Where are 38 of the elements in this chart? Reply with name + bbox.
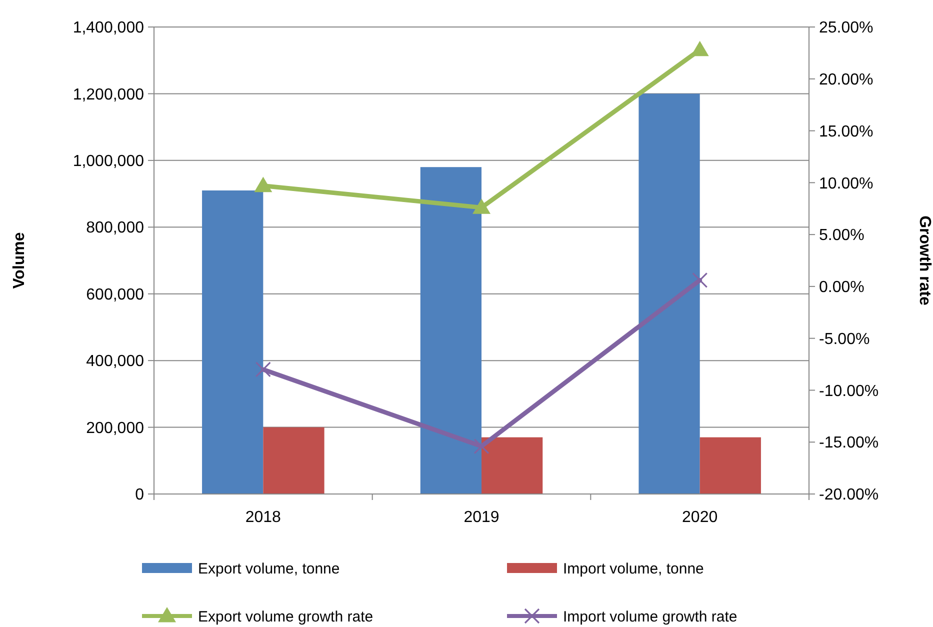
x-tick-label: 2018 (245, 509, 282, 526)
legend-label: Import volume, tonne (563, 560, 704, 578)
y-tick-label: 1,200,000 (72, 86, 144, 104)
point (692, 272, 708, 288)
y-tick-label: 1,400,000 (72, 20, 144, 37)
y2-tick-label: -5.00% (819, 330, 870, 348)
y2-tick-label: 0.00% (819, 279, 864, 296)
y2-axis-title: Growth rate (916, 216, 933, 306)
y-tick-label: 0 (135, 486, 144, 504)
bar (482, 437, 543, 494)
y2-tick-label: 20.00% (819, 71, 874, 88)
point (254, 176, 272, 192)
point (472, 198, 490, 214)
y2-tick-label: 5.00% (819, 227, 864, 244)
y2-tick-label: -15.00% (819, 434, 879, 452)
bar (420, 167, 482, 494)
y-tick-label: 400,000 (86, 353, 144, 370)
x-tick-label: 2020 (682, 509, 718, 526)
bar (202, 190, 264, 494)
legend-label: Export volume growth rate (198, 608, 374, 626)
bar (700, 437, 761, 494)
x-tick-label: 2019 (464, 509, 500, 526)
y-axis-title: Volume (11, 232, 28, 289)
y-tick-label: 600,000 (86, 286, 144, 304)
y-tick-label: 200,000 (86, 420, 144, 437)
bar (638, 94, 700, 494)
point (474, 438, 490, 454)
y2-tick-label: 10.00% (819, 175, 874, 192)
legend-label: Export volume, tonne (198, 560, 340, 578)
bar (263, 427, 324, 494)
legend-label: Import volume growth rate (563, 608, 738, 626)
y-tick-label: 1,000,000 (72, 153, 144, 170)
y2-tick-label: -10.00% (819, 382, 879, 400)
y-tick-label: 800,000 (86, 220, 144, 237)
point (255, 362, 271, 378)
y2-tick-label: 25.00% (819, 20, 874, 37)
y2-tick-label: 15.00% (819, 123, 874, 140)
y2-tick-label: -20.00% (819, 486, 879, 504)
